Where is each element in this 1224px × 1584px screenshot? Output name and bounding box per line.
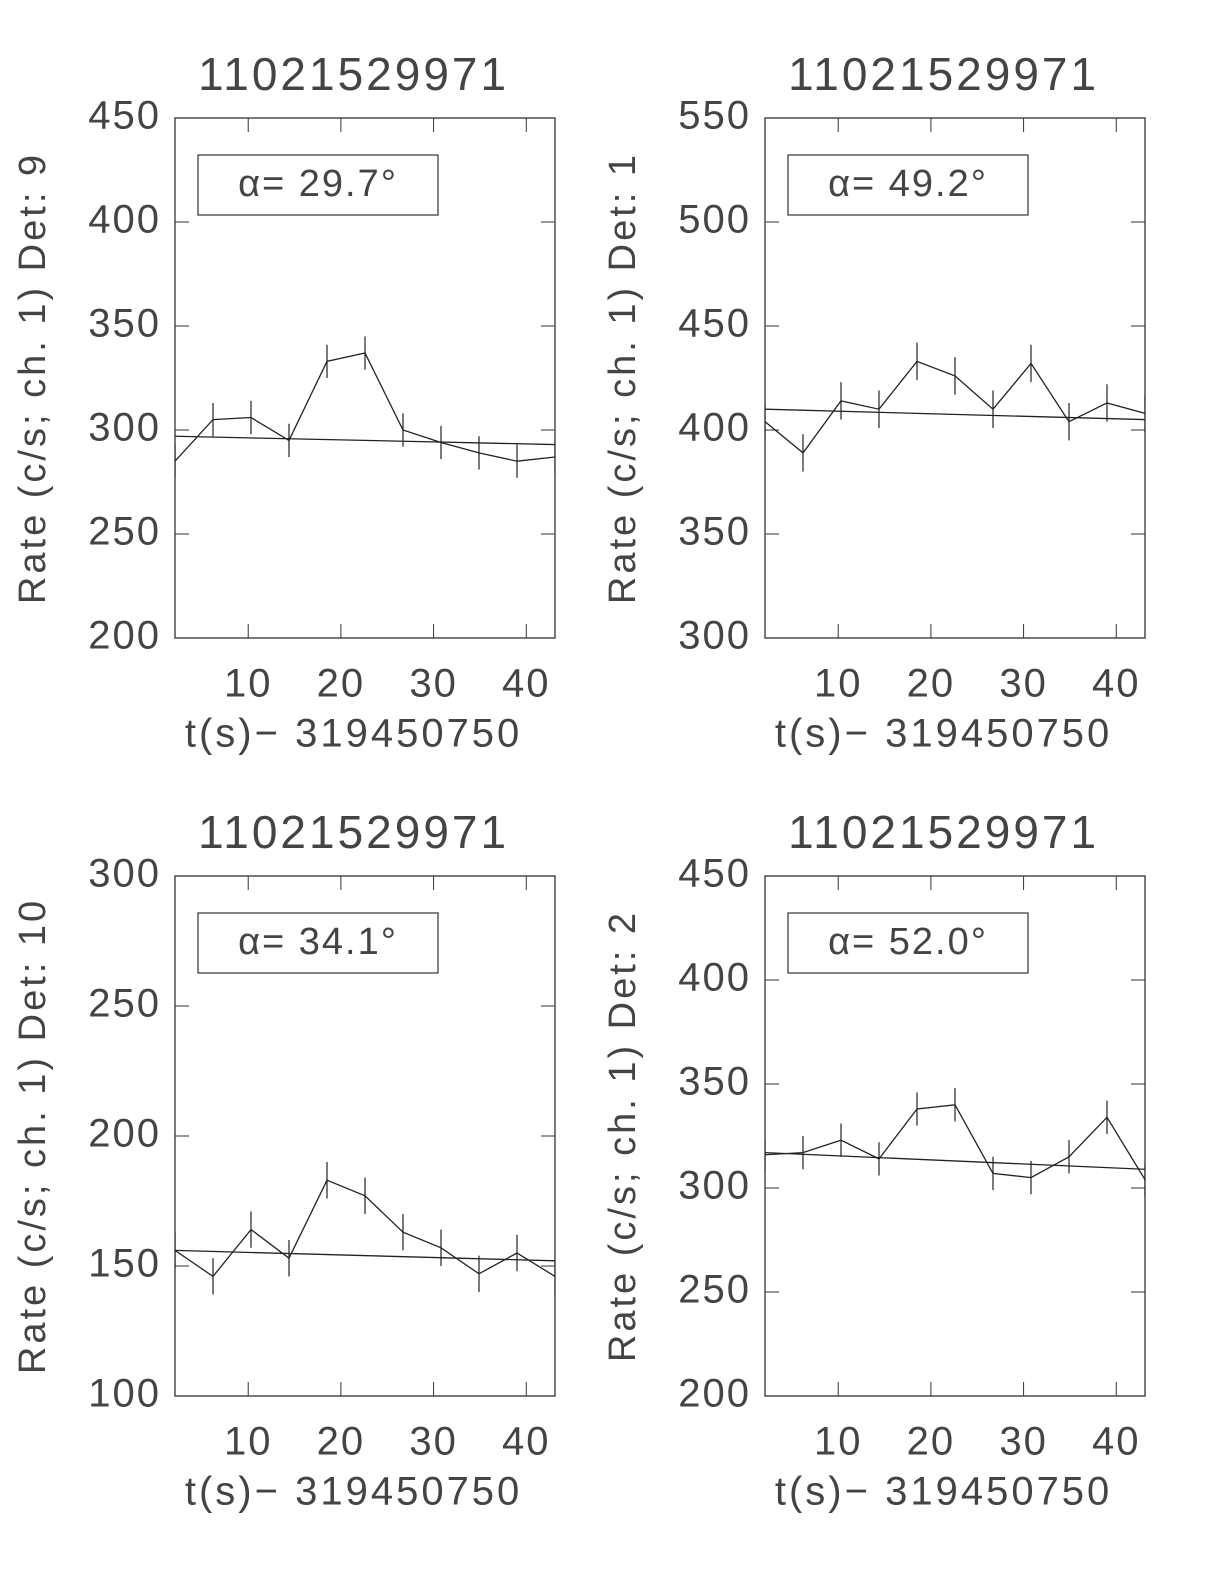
- data-line: [174, 1179, 556, 1278]
- annotation-box: [197, 154, 439, 216]
- annotation: α= 52.0°: [828, 921, 988, 963]
- y-tick-label: 450: [678, 852, 751, 896]
- y-tick-label: 250: [88, 982, 161, 1026]
- plot-frame: [764, 117, 1146, 639]
- y-axis-label: Rate (c/s; ch. 1) Det: 2: [602, 910, 644, 1362]
- y-tick-label: 250: [88, 510, 161, 554]
- panel: 11021529971 300 350 400 450 500 550 10 20 30 40 t(s…: [602, 48, 1146, 756]
- fit-line: [764, 408, 1146, 421]
- x-axis-label: t(s)− 319450750: [775, 712, 1112, 756]
- y-axis-label: Rate (c/s; ch. 1) Det: 9: [12, 152, 54, 604]
- y-tick-label: 450: [678, 302, 751, 346]
- annotation-box: [787, 912, 1029, 974]
- y-tick-label: 300: [678, 614, 751, 658]
- annotation: α= 34.1°: [238, 921, 398, 963]
- y-tick-label: 400: [88, 198, 161, 242]
- y-tick-label: 300: [88, 406, 161, 450]
- x-tick-label: 20: [317, 1420, 366, 1464]
- panel-title: 11021529971: [788, 48, 1099, 100]
- y-tick-label: 450: [88, 94, 161, 138]
- fit-line: [174, 1249, 556, 1262]
- y-axis-label: Rate (c/s; ch. 1) Det: 1: [602, 152, 644, 604]
- annotation-box: [197, 912, 439, 974]
- y-tick-label: 350: [678, 510, 751, 554]
- x-tick-label: 40: [502, 1420, 551, 1464]
- x-tick-label: 10: [814, 1420, 863, 1464]
- x-tick-label: 30: [999, 662, 1048, 706]
- data-line: [764, 1104, 1146, 1181]
- y-tick-label: 300: [678, 1164, 751, 1208]
- y-tick-label: 500: [678, 198, 751, 242]
- data-line: [174, 352, 556, 462]
- x-tick-label: 10: [224, 1420, 273, 1464]
- y-tick-label: 250: [678, 1268, 751, 1312]
- plot-frame: [174, 117, 556, 639]
- x-tick-label: 30: [999, 1420, 1048, 1464]
- annotation: α= 29.7°: [238, 163, 398, 205]
- y-tick-label: 350: [678, 1060, 751, 1104]
- x-tick-label: 10: [814, 662, 863, 706]
- y-tick-label: 350: [88, 302, 161, 346]
- x-tick-label: 30: [409, 1420, 458, 1464]
- panel: 11021529971 100 150 200 250 300 10 20 30 40 t(s)− …: [12, 806, 556, 1514]
- y-tick-label: 100: [88, 1372, 161, 1416]
- panel: 11021529971 200 250 300 350 400 450 10 20 30 40 t(s…: [602, 806, 1146, 1514]
- annotation: α= 49.2°: [828, 163, 988, 205]
- x-tick-label: 20: [317, 662, 366, 706]
- annotation-box: [787, 154, 1029, 216]
- y-tick-label: 400: [678, 406, 751, 450]
- y-tick-label: 150: [88, 1242, 161, 1286]
- x-tick-label: 10: [224, 662, 273, 706]
- y-tick-label: 300: [88, 852, 161, 896]
- y-tick-label: 400: [678, 956, 751, 1000]
- x-tick-label: 20: [907, 1420, 956, 1464]
- data-line: [764, 360, 1146, 454]
- y-tick-label: 200: [678, 1372, 751, 1416]
- x-tick-label: 40: [1092, 1420, 1141, 1464]
- fit-line: [764, 1151, 1146, 1170]
- x-tick-label: 40: [502, 662, 551, 706]
- plot-frame: [764, 875, 1146, 1397]
- y-axis-label: Rate (c/s; ch. 1) Det: 10: [12, 898, 54, 1374]
- panel-title: 11021529971: [198, 806, 509, 858]
- x-tick-label: 30: [409, 662, 458, 706]
- x-axis-label: t(s)− 319450750: [185, 1470, 522, 1514]
- x-tick-label: 20: [907, 662, 956, 706]
- panel-title: 11021529971: [198, 48, 509, 100]
- y-tick-label: 550: [678, 94, 751, 138]
- x-axis-label: t(s)− 319450750: [775, 1470, 1112, 1514]
- x-tick-label: 40: [1092, 662, 1141, 706]
- y-tick-label: 200: [88, 1112, 161, 1156]
- y-tick-label: 200: [88, 614, 161, 658]
- panel: 11021529971 200 250 300 350 400 450 10 20 30 40 t(s…: [12, 48, 556, 756]
- fit-line: [174, 435, 556, 446]
- panel-title: 11021529971: [788, 806, 1099, 858]
- x-axis-label: t(s)− 319450750: [185, 712, 522, 756]
